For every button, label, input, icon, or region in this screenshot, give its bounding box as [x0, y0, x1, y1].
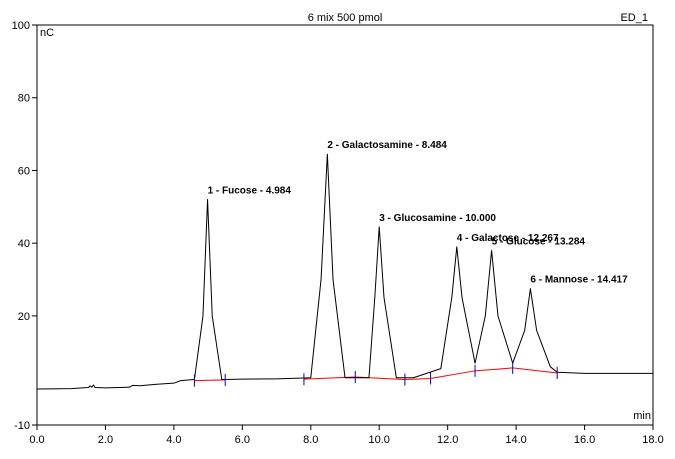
- x-unit-label: min: [633, 410, 651, 422]
- y-tick-label: 60: [18, 165, 30, 177]
- x-tick-label: 2.0: [98, 434, 113, 446]
- chart-title: 6 mix 500 pmol: [308, 12, 383, 24]
- peak-labels: 1 - Fucose - 4.984 2 - Galactosamine - 8.…: [208, 140, 629, 286]
- y-tick-label: 80: [18, 93, 30, 105]
- y-tick-label: 100: [12, 20, 30, 32]
- x-tick-label: 12.0: [437, 434, 458, 446]
- baseline-segment: [194, 379, 226, 382]
- y-tick-label: -10: [14, 420, 30, 432]
- peak-label: 2 - Galactosamine - 8.484: [327, 140, 447, 151]
- x-tick-label: 14.0: [505, 434, 526, 446]
- chromatogram-trace: [36, 153, 653, 390]
- x-tick-label: 10.0: [369, 434, 390, 446]
- x-tick-label: 6.0: [235, 434, 250, 446]
- x-tick-label: 18.0: [642, 434, 663, 446]
- trace-layer: [36, 153, 653, 390]
- y-tick-label: 40: [18, 238, 30, 250]
- peak-label: 4 - Galactose - 12.267: [457, 233, 559, 244]
- integration-markers: [193, 361, 558, 387]
- y-tick-label: 20: [18, 311, 30, 323]
- axes: 0.0 2.0 4.0 6.0 8.0 10.0 12.0 14.0 16.0 18.0 -10 20…: [12, 20, 664, 446]
- peak-label: 3 - Glucosamine - 10.000: [379, 213, 496, 224]
- peak-label: 6 - Mannose - 14.417: [530, 275, 628, 286]
- peak-label: 1 - Fucose - 4.984: [208, 186, 292, 197]
- x-tick-label: 8.0: [303, 434, 318, 446]
- detector-label: ED_1: [620, 12, 648, 24]
- x-tick-label: 4.0: [166, 434, 181, 446]
- y-unit-label: nC: [40, 27, 54, 39]
- x-tick-label: 0.0: [29, 434, 44, 446]
- peak-label: 5 - Glucose - 13.284: [492, 236, 586, 247]
- x-tick-label: 16.0: [574, 434, 595, 446]
- plot-frame: [36, 24, 654, 426]
